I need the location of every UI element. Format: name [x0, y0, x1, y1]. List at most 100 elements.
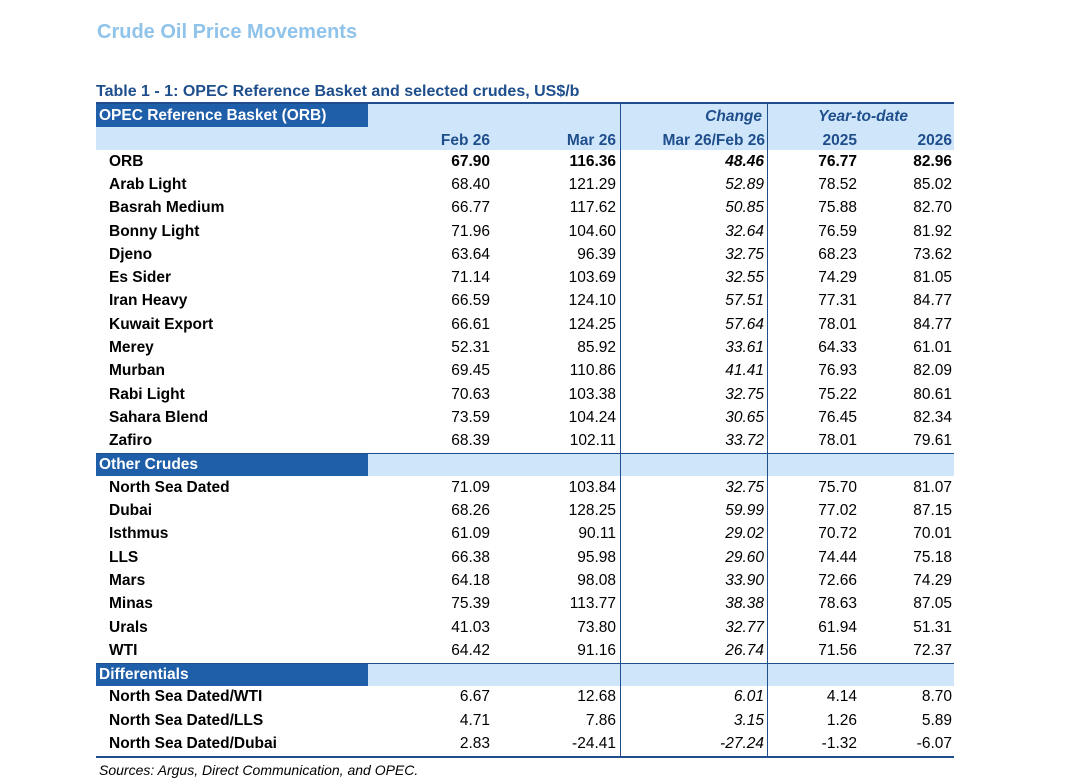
value-mar: 103.38	[568, 385, 616, 403]
crude-name: Minas	[109, 595, 153, 613]
table-row: Dubai 68.26 128.25 59.99 77.02 87.15	[96, 499, 954, 523]
value-y2025: 78.01	[818, 432, 857, 450]
table-row: Isthmus 61.09 90.11 29.02 70.72 70.01	[96, 522, 954, 547]
value-feb: 71.96	[451, 222, 490, 240]
value-y2026: 80.61	[913, 385, 952, 403]
value-mar: 73.80	[577, 618, 616, 636]
value-y2025: 77.31	[818, 292, 857, 310]
value-mar: 117.62	[569, 199, 616, 217]
value-change: 30.65	[620, 406, 768, 430]
orb-rows: ORB 67.90 116.36 48.46 76.77 82.96 Arab Light 6…	[96, 150, 954, 453]
section-change-divider	[620, 453, 768, 477]
value-y2026: 81.07	[913, 478, 952, 496]
value-feb: 66.59	[451, 292, 490, 310]
value-feb: 66.61	[451, 315, 490, 333]
value-y2025: 71.56	[818, 641, 857, 659]
value-y2025: 75.70	[818, 478, 857, 496]
header-ytd-2026: 2026	[917, 132, 952, 149]
page-title: Crude Oil Price Movements	[97, 21, 358, 43]
value-y2026: 82.96	[913, 152, 952, 170]
value-y2026: 82.09	[913, 362, 952, 380]
header-ytd-2025: 2025	[822, 132, 857, 149]
value-mar: 12.68	[577, 688, 616, 706]
crude-name: Iran Heavy	[109, 292, 188, 310]
value-y2025: 76.77	[818, 152, 857, 170]
value-feb: 73.59	[451, 408, 490, 426]
differentials-label: Differentials	[96, 663, 368, 686]
table-row: Djeno 63.64 96.39 32.75 68.23 73.62	[96, 243, 954, 267]
table-header: OPEC Reference Basket (ORB) Feb 26 Mar 2…	[96, 104, 954, 150]
value-y2025: -1.32	[821, 735, 857, 753]
value-y2025: 72.66	[818, 571, 857, 589]
differential-rows: North Sea Dated/WTI 6.67 12.68 6.01 4.14 8.70…	[96, 685, 954, 756]
table-row: Mars 64.18 98.08 33.90 72.66 74.29	[96, 569, 954, 593]
section-change-divider	[620, 663, 768, 686]
other-crudes-label: Other Crudes	[96, 453, 368, 477]
crude-name: Murban	[109, 362, 165, 380]
header-change-top: Change	[705, 108, 762, 125]
value-y2025: 78.63	[818, 595, 857, 613]
change-header-cell	[620, 104, 768, 150]
value-y2026: 74.29	[913, 571, 952, 589]
value-y2026: 73.62	[913, 245, 952, 263]
value-feb: 75.39	[451, 595, 490, 613]
table-row: Arab Light 68.40 121.29 52.89 78.52 85.02	[96, 173, 954, 197]
table-row: Zafiro 68.39 102.11 33.72 78.01 79.61	[96, 429, 954, 453]
value-y2026: 87.15	[913, 502, 952, 520]
value-y2026: 81.05	[913, 269, 952, 287]
table-row: LLS 66.38 95.98 29.60 74.44 75.18	[96, 546, 954, 570]
value-change: 32.75	[620, 243, 768, 267]
value-mar: 98.08	[577, 571, 616, 589]
value-y2026: 5.89	[921, 711, 952, 729]
crude-name: Djeno	[109, 245, 153, 263]
value-mar: 124.25	[568, 315, 616, 333]
header-ytd: Year-to-date	[818, 108, 908, 125]
crude-name: WTI	[109, 641, 138, 659]
value-y2025: 76.45	[818, 408, 857, 426]
value-y2025: 76.59	[818, 222, 857, 240]
table-row: Iran Heavy 66.59 124.10 57.51 77.31 84.77	[96, 289, 954, 314]
table-row: ORB 67.90 116.36 48.46 76.77 82.96	[96, 150, 954, 174]
value-y2026: 84.77	[913, 292, 952, 310]
value-y2026: 87.05	[913, 595, 952, 613]
value-mar: 85.92	[577, 339, 616, 357]
value-mar: 124.10	[568, 292, 616, 310]
section-differentials: Differentials	[96, 662, 954, 686]
value-mar: 90.11	[578, 525, 616, 543]
value-change: 57.64	[620, 313, 768, 337]
table-row: Urals 41.03 73.80 32.77 61.94 51.31	[96, 615, 954, 640]
value-feb: 52.31	[451, 339, 490, 357]
value-change: 29.60	[620, 546, 768, 570]
crude-name: Rabi Light	[109, 385, 185, 403]
crude-name: Zafiro	[109, 432, 153, 450]
value-change: 57.51	[620, 289, 768, 314]
value-feb: 71.14	[451, 269, 490, 287]
value-mar: 113.77	[569, 595, 616, 613]
value-y2026: 72.37	[913, 641, 952, 659]
value-feb: 68.39	[451, 432, 490, 450]
crude-name: Basrah Medium	[109, 199, 225, 217]
table-row: Rabi Light 70.63 103.38 32.75 75.22 80.61	[96, 382, 954, 407]
value-feb: 68.40	[451, 175, 490, 193]
value-mar: 104.24	[568, 408, 616, 426]
value-change: 33.72	[620, 429, 768, 453]
value-y2025: 61.94	[818, 618, 857, 636]
table-caption: Table 1 - 1: OPEC Reference Basket and s…	[96, 83, 580, 100]
value-y2026: 85.02	[913, 175, 952, 193]
table-row: Es Sider 71.14 103.69 32.55 74.29 81.05	[96, 266, 954, 290]
table-row: North Sea Dated/LLS 4.71 7.86 3.15 1.26 5.89	[96, 709, 954, 733]
value-y2025: 64.33	[818, 339, 857, 357]
value-feb: 66.77	[451, 199, 490, 217]
value-change: 32.75	[620, 382, 768, 407]
value-feb: 64.18	[451, 571, 490, 589]
section-other-crudes: Other Crudes	[96, 452, 954, 477]
value-y2025: 77.02	[818, 502, 857, 520]
header-change-bottom: Mar 26/Feb 26	[662, 132, 765, 149]
value-change: 52.89	[620, 173, 768, 197]
value-y2026: 82.34	[913, 408, 952, 426]
value-y2026: 84.77	[913, 315, 952, 333]
value-y2025: 74.44	[818, 548, 857, 566]
value-mar: 121.29	[568, 175, 616, 193]
table-row: Merey 52.31 85.92 33.61 64.33 61.01	[96, 336, 954, 360]
value-feb: 68.26	[451, 502, 490, 520]
